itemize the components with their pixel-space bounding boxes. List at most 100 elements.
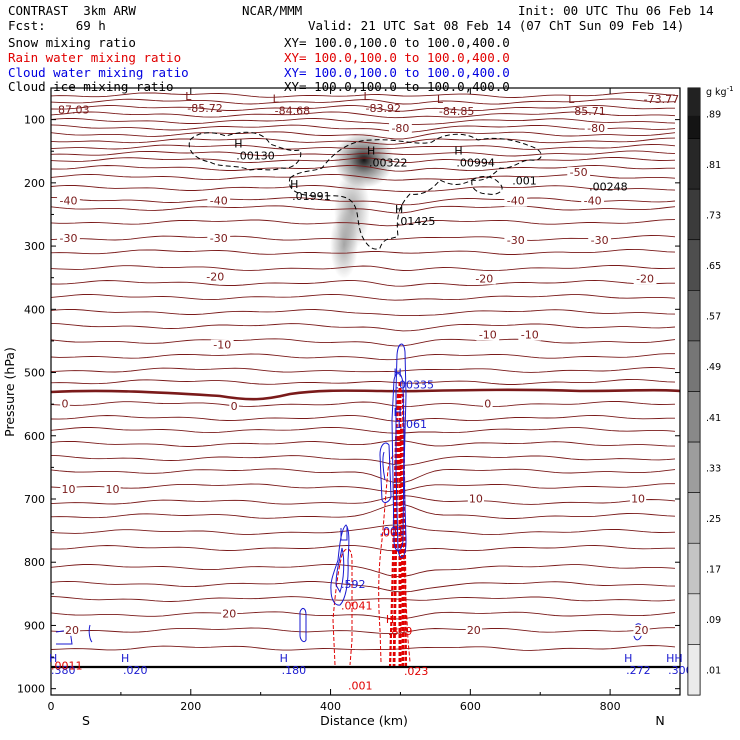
colorbar-tick-label: .25 — [706, 514, 721, 525]
label-background — [60, 483, 77, 495]
extremum-mark: H — [367, 144, 375, 157]
label-background — [588, 234, 612, 246]
colorbar-tick-label: .89 — [706, 109, 721, 120]
freezing-level-line — [50, 388, 681, 401]
extremum-value: .00130 — [236, 149, 275, 162]
y-tick-label: 700 — [24, 493, 45, 506]
extremum-value: .0011 — [51, 660, 83, 673]
legend-cloud-water-xy: XY= 100.0,100.0 to 100.0,400.0 — [284, 65, 510, 80]
isotherm — [51, 400, 676, 408]
y-tick-label: 500 — [24, 367, 45, 380]
label-background — [633, 273, 657, 285]
extremum-value: -85.72 — [187, 102, 222, 115]
x-tick-label: 600 — [460, 700, 481, 713]
isotherm — [51, 611, 676, 620]
colorbar-tick-label: .09 — [706, 615, 721, 626]
plot-frame — [50, 87, 681, 696]
contour-label: -10 — [521, 329, 539, 342]
extremum-value: .272 — [626, 664, 651, 677]
isotherm — [51, 205, 676, 214]
colorbar: g kg-1 .01 .09 .17 .25 .33 .41 .49 .57 .65 .73 .81… — [687, 85, 734, 696]
isotherm — [51, 164, 675, 172]
isotherm — [51, 454, 676, 466]
north-label: N — [655, 713, 664, 728]
extremum-mark: H — [386, 613, 394, 626]
extremum-mark: H — [394, 366, 402, 379]
y-tick-label: 200 — [24, 177, 45, 190]
extremum-mark: L — [437, 93, 444, 106]
contour-label: -80 — [391, 122, 409, 135]
extremum-value: .00994 — [456, 156, 495, 169]
label-background — [483, 398, 493, 410]
colorbar-tick-label: .57 — [706, 312, 721, 323]
colorbar-tick-label: .41 — [706, 413, 721, 424]
contour-labels: -80 -80 -50 -40 -40 -40 -40 -30 -30 -30 -30 -20 -20 -… — [49, 90, 693, 692]
isotherm — [51, 524, 676, 536]
colorbar-swatch — [687, 542, 701, 595]
colorbar-unit: g kg-1 — [706, 85, 734, 98]
isotherm — [51, 483, 675, 493]
y-tick-label: 400 — [24, 303, 45, 316]
isotherm — [51, 439, 676, 447]
valid-time: Valid: 21 UTC Sat 08 Feb 14 (07 ChT Sun … — [308, 18, 685, 33]
isotherm — [51, 415, 675, 422]
extremum-mark: H — [280, 652, 288, 665]
isotherm — [51, 426, 676, 434]
extremum-mark: HH — [666, 652, 683, 665]
y-tick-label: 600 — [24, 430, 45, 443]
contour-label: -20 — [206, 270, 224, 283]
x-axis-title: Distance (km) — [320, 713, 408, 728]
extremum-mark: L — [185, 90, 192, 103]
label-background — [210, 339, 234, 351]
contour-label: -10 — [479, 329, 497, 342]
contour-label: -40 — [59, 195, 77, 208]
isotherm — [51, 308, 676, 317]
isotherm — [51, 580, 676, 593]
contour-label: 10 — [61, 483, 75, 496]
y-tick-label: 300 — [24, 240, 45, 253]
extremum-value: .001 — [512, 175, 537, 188]
contour-label: -30 — [210, 232, 228, 245]
isotherm — [51, 91, 676, 98]
contour-label: -30 — [591, 234, 609, 247]
label-background — [472, 273, 496, 285]
extremum-value: .001 — [379, 525, 404, 538]
label-background — [60, 398, 70, 410]
label-background — [581, 195, 605, 207]
colorbar-tick-label: .33 — [706, 463, 721, 474]
isotherm — [51, 137, 676, 145]
contour-label: -10 — [213, 339, 231, 352]
label-background — [63, 624, 81, 636]
isotherm — [51, 219, 676, 227]
extremum-value: .001 — [348, 679, 373, 692]
y-tick-label: 1000 — [17, 683, 45, 696]
contour-label: 20 — [635, 624, 649, 637]
label-background — [465, 624, 482, 636]
label-background — [467, 493, 485, 505]
isotherm — [51, 495, 676, 505]
colorbar-tick-label: .49 — [706, 362, 721, 373]
label-background — [389, 122, 412, 134]
isotherm — [51, 248, 676, 255]
label-background — [584, 122, 608, 134]
isotherm — [51, 503, 676, 519]
isotherm — [51, 378, 676, 385]
x-tick-label: 200 — [180, 700, 201, 713]
extremum-value: -83.92 — [366, 102, 401, 115]
y-tick-label: 100 — [24, 114, 45, 127]
label-background — [207, 195, 231, 207]
center-title: NCAR/MMM — [242, 3, 303, 18]
label-background — [567, 167, 591, 179]
isotherm — [51, 156, 676, 164]
colorbar-swatch — [687, 391, 701, 443]
colorbar-swatch — [687, 441, 701, 493]
contour-label: -20 — [636, 272, 654, 285]
extremum-value: .01991 — [292, 190, 331, 203]
extremum-value: .020 — [123, 664, 148, 677]
extremum-mark: H — [624, 652, 632, 665]
isotherm — [51, 117, 676, 126]
extremum-value: .00322 — [369, 156, 408, 169]
extremum-mark: H — [234, 137, 242, 150]
extremum-value: .809 — [388, 625, 413, 638]
extremum-value: .592 — [341, 578, 366, 591]
